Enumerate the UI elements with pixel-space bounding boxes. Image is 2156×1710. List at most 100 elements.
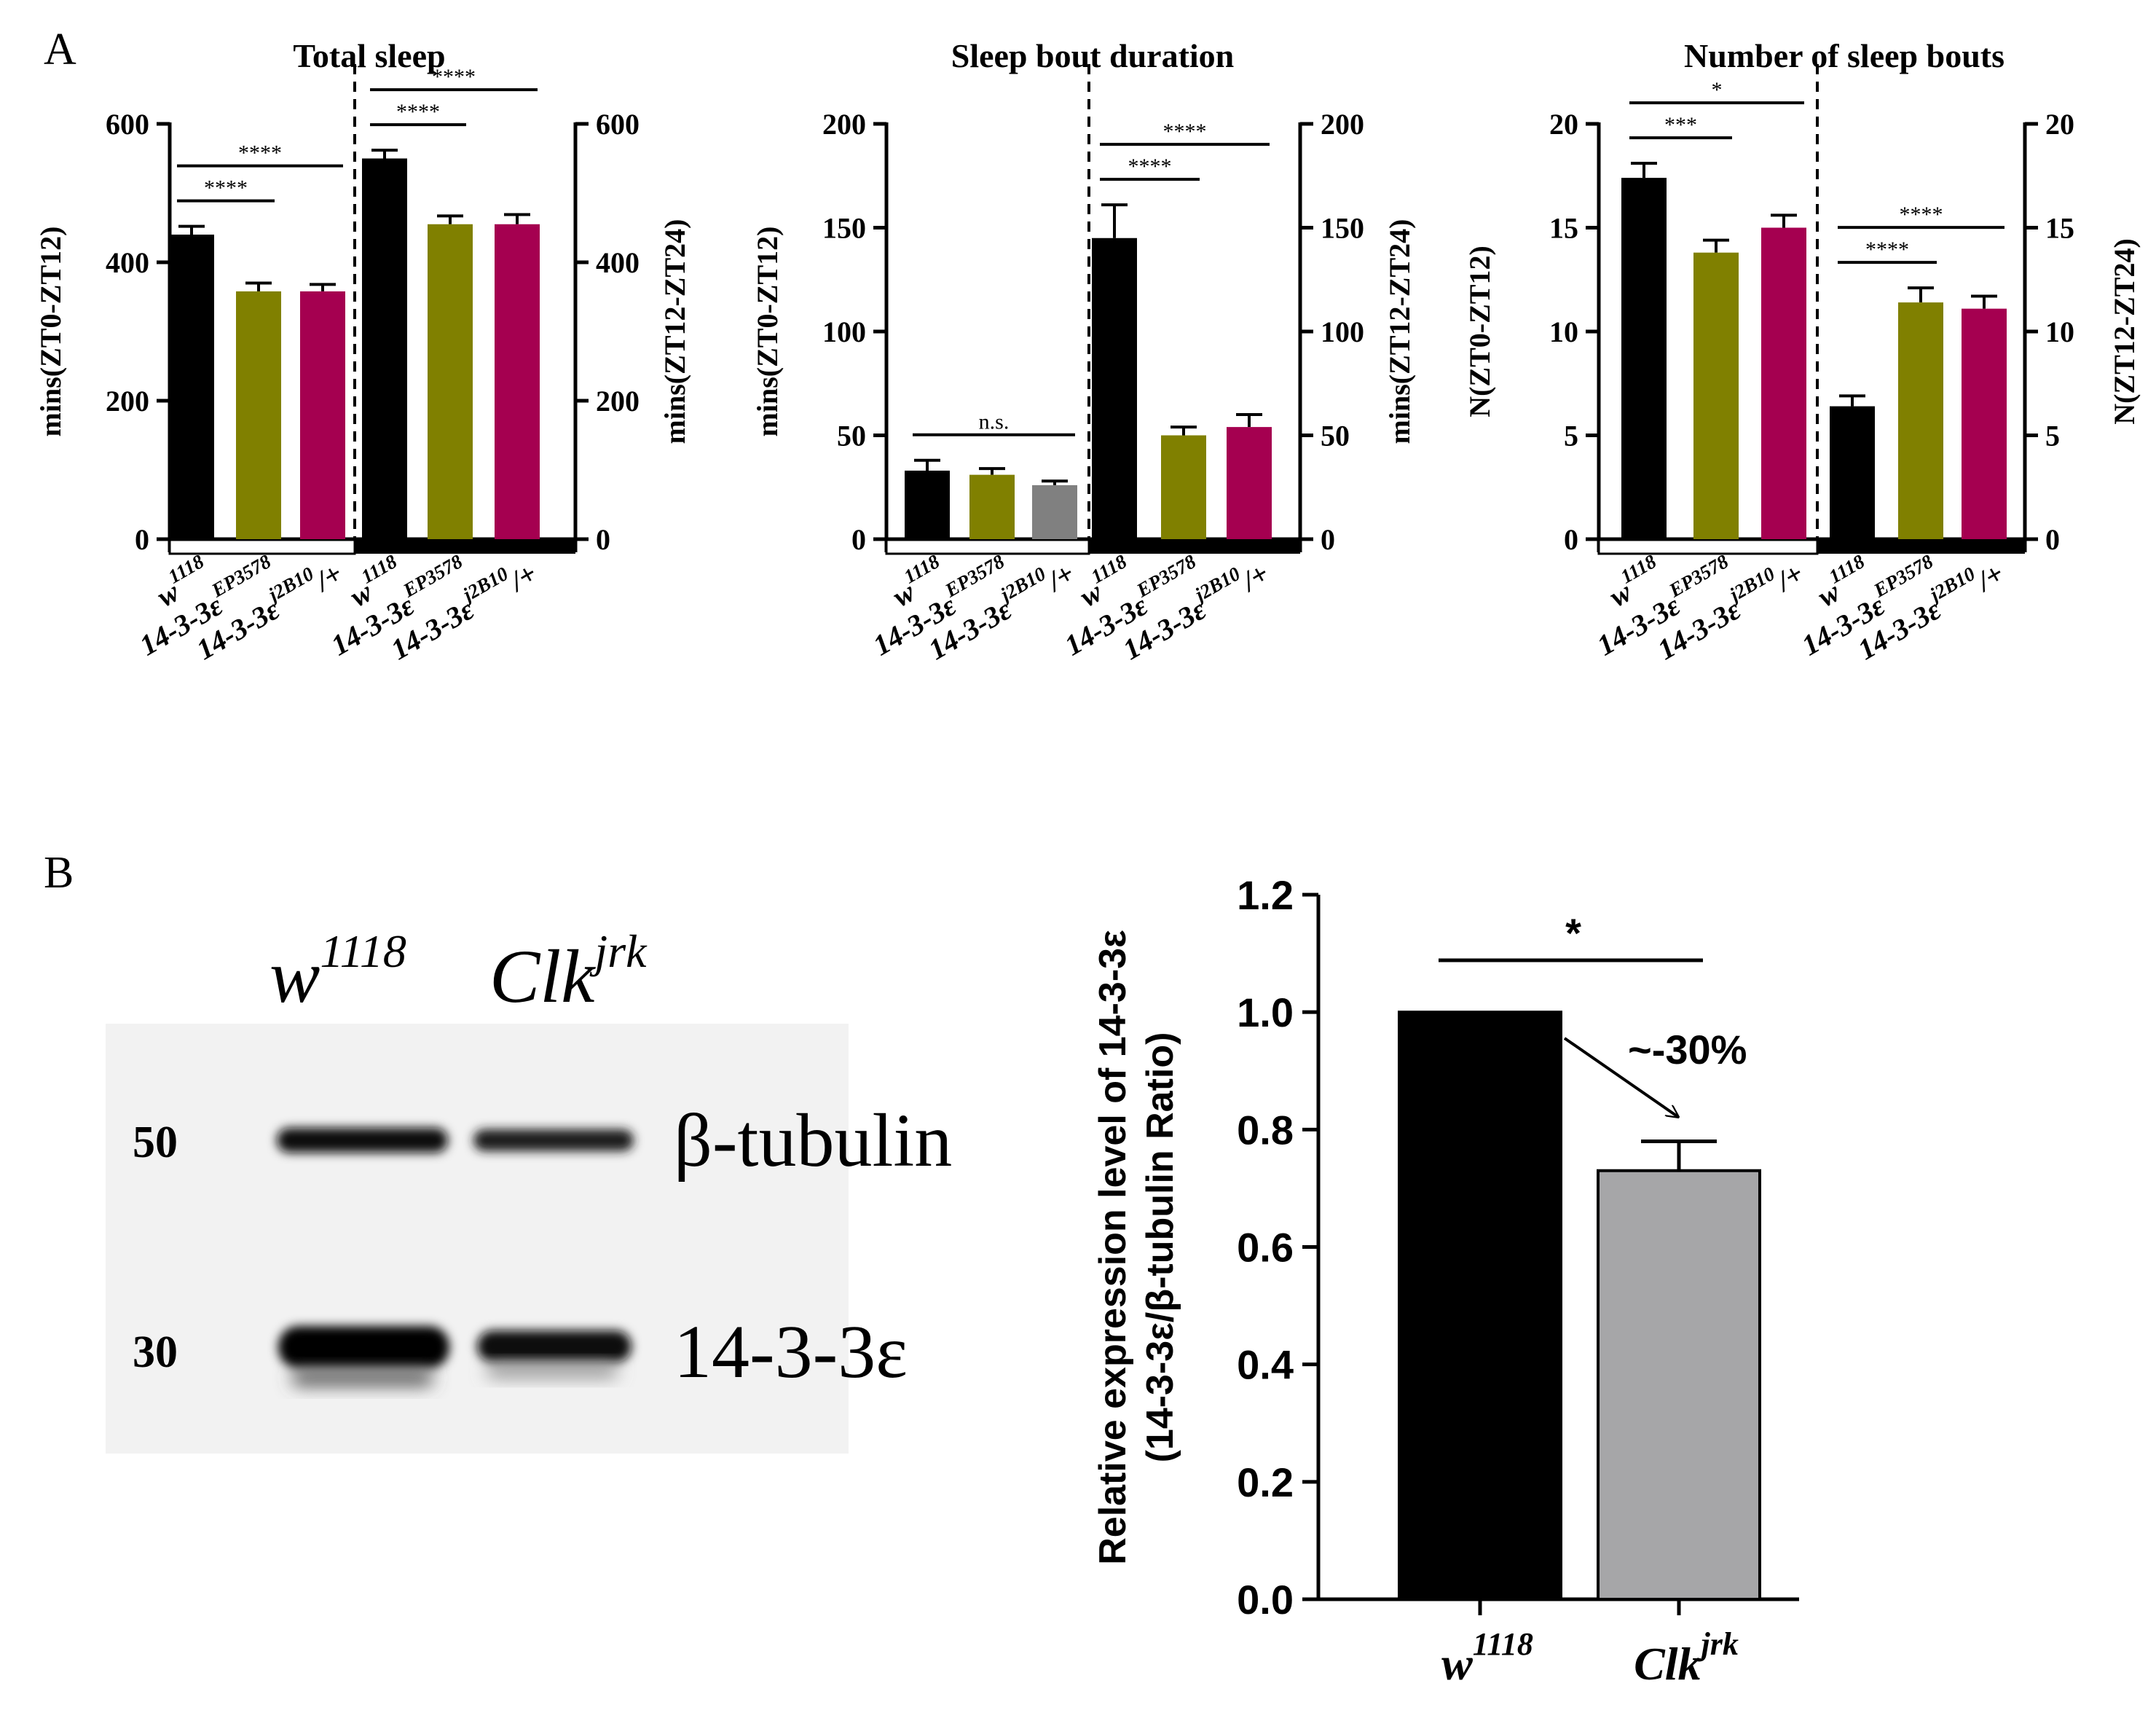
category-sup: EP3578 [1132, 550, 1200, 602]
panel-label-a: A [44, 25, 76, 74]
bar [236, 291, 281, 539]
blot-lane-label-1: w1118 [270, 925, 406, 1019]
total-sleep-chart: Total sleep 0 0 200 200 400 400 600 600 mins(ZT0-… [34, 37, 691, 666]
y-tick-label-right: 50 [1321, 420, 1350, 452]
relative-expression-chart: 0.0 0.2 0.4 0.6 0.8 1.0 1.2 Relative expression… [1092, 872, 1799, 1690]
y-axis-label-right: mins(ZT12-ZT24) [1383, 219, 1416, 444]
b-y-tick-label: 0.6 [1237, 1225, 1294, 1271]
dark-phase-bar [1817, 539, 2025, 554]
y-tick-label-left: 100 [822, 315, 866, 348]
bar [1830, 406, 1875, 539]
y-tick-label-left: 200 [106, 385, 149, 417]
band-14-3-3-w1118 [278, 1326, 449, 1368]
y-tick-label-left: 0 [851, 523, 866, 556]
significance-label: **** [1865, 238, 1909, 262]
b-percent-annotation: ~-30% [1628, 1027, 1747, 1072]
light-phase-bar [885, 538, 1090, 555]
bar [1621, 178, 1667, 539]
b-category-base: w [1441, 1638, 1473, 1690]
bar [905, 470, 950, 539]
b-y-tick-label: 1.0 [1237, 989, 1294, 1035]
y-axis-label-left: mins(ZT0-ZT12) [751, 227, 784, 437]
b-y-axis-label-line2: (14-3-3ε/β-tubulin Ratio) [1139, 1032, 1181, 1463]
band-tubulin-clk [473, 1129, 634, 1151]
y-tick-label-right: 200 [596, 385, 640, 417]
significance-label: **** [432, 65, 476, 89]
y-tick-label-left: 200 [822, 108, 866, 141]
y-tick-label-right: 0 [2045, 523, 2060, 556]
chart-title: Number of sleep bouts [1684, 37, 2004, 74]
y-tick-label-left: 15 [1549, 212, 1578, 245]
blot-protein-14-3-3: 14-3-3ε [674, 1310, 908, 1394]
significance-label: **** [1128, 154, 1172, 179]
y-tick-label-right: 0 [596, 523, 610, 556]
y-tick-label-right: 15 [2045, 212, 2074, 245]
bar [1227, 427, 1272, 539]
band-14-3-3-clk-lower [487, 1364, 618, 1377]
significance-label: n.s. [979, 410, 1010, 434]
western-blot: w1118 Clkjrk 50 30 β-tubulin 14-3-3ε [106, 925, 952, 1454]
b-category-base: Clk [1634, 1638, 1701, 1690]
b-y-tick-label: 1.2 [1237, 872, 1294, 918]
chart-title: Total sleep [293, 37, 445, 74]
b-category-sup: jrk [1697, 1626, 1739, 1662]
bar [300, 291, 345, 539]
y-tick-label-left: 20 [1549, 108, 1578, 141]
panel-label-b: B [44, 848, 74, 898]
bar [169, 235, 214, 539]
chart-title: Sleep bout duration [951, 37, 1235, 74]
y-tick-label-left: 0 [135, 523, 149, 556]
significance-label: **** [238, 141, 282, 165]
y-tick-label-right: 600 [596, 108, 640, 141]
blot-lane-label-2: Clkjrk [489, 925, 648, 1019]
blot-mw-50: 50 [133, 1118, 178, 1167]
y-tick-label-right: 5 [2045, 420, 2060, 452]
bar [1161, 435, 1206, 539]
b-y-tick-label: 0.2 [1237, 1459, 1294, 1505]
category-sup: EP3578 [207, 550, 275, 602]
b-bar [1597, 1169, 1761, 1601]
band-14-3-3-clk [477, 1330, 632, 1362]
b-category-label: w1118 [1441, 1626, 1533, 1690]
bar [1092, 238, 1137, 539]
bar [1693, 252, 1739, 539]
significance-label: **** [1163, 119, 1207, 144]
y-tick-label-right: 400 [596, 246, 640, 279]
bar [1761, 227, 1806, 539]
sleep-bout-duration-chart: Sleep bout duration 0 0 50 50 100 100 150 150 200… [751, 37, 1416, 666]
significance-label: *** [1664, 113, 1697, 137]
light-phase-bar [1597, 538, 1819, 555]
y-tick-label-right: 200 [1321, 108, 1364, 141]
blot-mw-30: 30 [133, 1327, 178, 1377]
y-tick-label-left: 50 [837, 420, 866, 452]
y-axis-label-left: mins(ZT0-ZT12) [34, 227, 67, 437]
y-tick-label-left: 0 [1564, 523, 1578, 556]
significance-label: **** [396, 100, 440, 124]
blot-membrane [106, 1024, 849, 1454]
y-tick-label-right: 10 [2045, 315, 2074, 348]
category-sup: EP3578 [398, 550, 466, 602]
y-axis-label-right: N(ZT12-ZT24) [2108, 238, 2141, 425]
bar [495, 224, 540, 539]
dark-phase-bar [1089, 539, 1300, 554]
y-tick-label-right: 100 [1321, 315, 1364, 348]
y-tick-label-left: 400 [106, 246, 149, 279]
b-y-axis-label-line1: Relative expression level of 14-3-3ε [1092, 930, 1134, 1565]
bar [1898, 302, 1943, 539]
y-tick-label-left: 5 [1564, 420, 1578, 452]
b-significance-label: * [1565, 910, 1581, 956]
b-arrow [1563, 1037, 1678, 1117]
dark-phase-bar [355, 539, 575, 554]
blot-protein-tubulin: β-tubulin [674, 1099, 952, 1183]
y-tick-label-right: 20 [2045, 108, 2074, 141]
y-tick-label-left: 150 [822, 212, 866, 245]
bar [428, 224, 473, 539]
b-category-sup: 1118 [1473, 1626, 1533, 1662]
significance-label: * [1712, 78, 1723, 102]
number-of-sleep-bouts-chart: Number of sleep bouts 0 0 5 5 10 10 15 15 20 20 N(Z… [1463, 37, 2141, 666]
significance-label: **** [204, 176, 248, 200]
y-tick-label-right: 150 [1321, 212, 1364, 245]
band-14-3-3-w1118-lower [291, 1370, 433, 1386]
y-tick-label-left: 600 [106, 108, 149, 141]
